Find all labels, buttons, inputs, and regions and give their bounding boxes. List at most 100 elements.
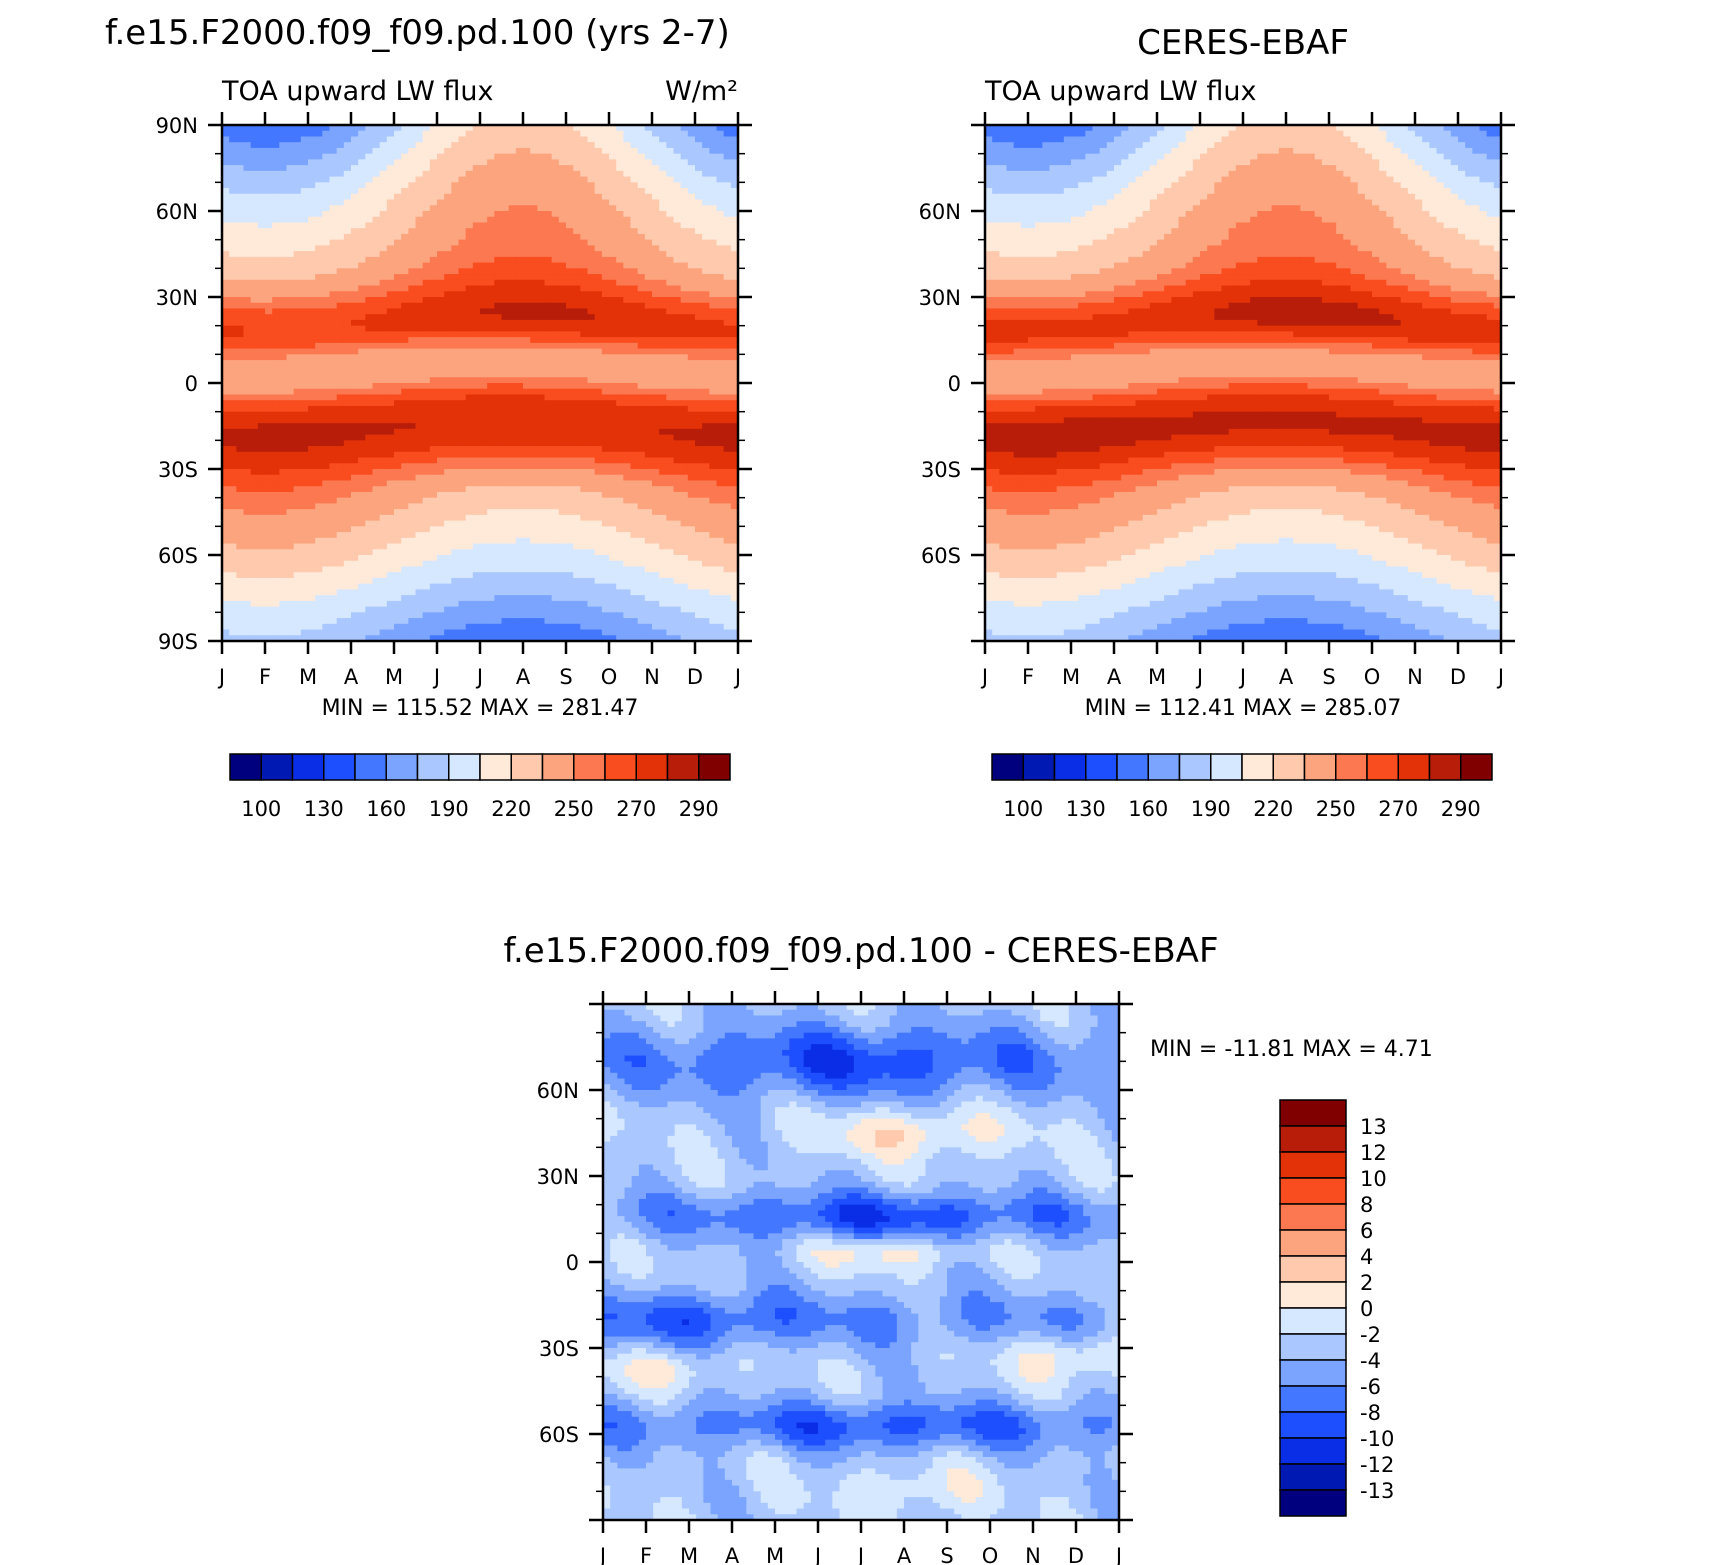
panel-model-cell bbox=[429, 136, 438, 143]
panel-model-cell bbox=[544, 480, 553, 487]
panel-model-cell bbox=[659, 165, 667, 172]
panel-model-cell bbox=[623, 262, 632, 269]
panel-model-cell bbox=[365, 216, 374, 224]
panel-model-cell bbox=[702, 153, 710, 160]
panel-model-cell bbox=[315, 222, 323, 229]
panel-model-cell bbox=[444, 365, 452, 373]
panel-model-cell bbox=[702, 291, 710, 298]
panel-model-cell bbox=[415, 165, 424, 172]
panel-model-cell bbox=[616, 469, 624, 476]
panel-model-cell bbox=[343, 216, 352, 224]
panel-model-cell bbox=[394, 371, 402, 378]
panel-model-cell bbox=[322, 480, 331, 487]
panel-model-cell bbox=[372, 291, 381, 298]
panel-model-cell bbox=[515, 182, 524, 189]
panel-model-cell bbox=[580, 405, 589, 413]
panel-model-cell bbox=[465, 509, 474, 516]
panel-model-cell bbox=[551, 182, 560, 189]
panel-model-cell bbox=[415, 405, 424, 413]
panel-model-cell bbox=[422, 451, 431, 459]
panel-model-cell bbox=[487, 297, 495, 304]
panel-model-cell bbox=[351, 514, 359, 522]
panel-model-cell bbox=[322, 451, 331, 459]
panel-model-cell bbox=[315, 457, 323, 464]
panel-model-cell bbox=[544, 291, 553, 298]
panel-model-cell bbox=[716, 285, 725, 292]
panel-model-cell bbox=[544, 159, 553, 166]
panel-model-cell bbox=[723, 153, 732, 160]
panel-model-cell bbox=[644, 509, 653, 516]
panel-model-cell bbox=[343, 388, 352, 396]
panel-model-cell bbox=[451, 136, 460, 143]
panel-model-cell bbox=[494, 130, 503, 138]
panel-model-cell bbox=[716, 411, 725, 418]
panel-model-cell bbox=[487, 222, 495, 229]
panel-model-cell bbox=[286, 371, 295, 378]
panel-model-cell bbox=[336, 239, 345, 246]
panel-model-cell bbox=[329, 291, 338, 298]
panel-model-cell bbox=[587, 469, 596, 476]
panel-model-cell bbox=[286, 514, 295, 522]
panel-model-cell bbox=[716, 314, 725, 321]
panel-model-cell bbox=[523, 434, 531, 441]
panel-model-cell bbox=[730, 222, 738, 229]
panel-model-cell bbox=[666, 474, 675, 482]
panel-model-cell bbox=[680, 428, 689, 436]
panel-model-cell bbox=[315, 377, 323, 384]
panel-model-cell bbox=[652, 497, 660, 504]
panel-model-cell bbox=[343, 199, 352, 206]
panel-model-cell bbox=[222, 388, 230, 396]
panel-model-cell bbox=[652, 256, 660, 264]
panel-model-cell bbox=[673, 274, 682, 281]
panel-model-cell bbox=[451, 457, 460, 464]
panel-model-cell bbox=[465, 125, 474, 132]
panel-model-cell bbox=[408, 491, 417, 499]
panel-model-cell bbox=[415, 302, 424, 310]
panel-model-cell bbox=[236, 411, 245, 418]
panel-model-cell bbox=[322, 400, 331, 407]
panel-model-cell bbox=[308, 279, 316, 287]
panel-model-cell bbox=[616, 239, 624, 246]
panel-model-cell bbox=[709, 480, 718, 487]
panel-model-cell bbox=[379, 497, 388, 504]
panel-model-cell bbox=[594, 491, 603, 499]
panel-model-cell bbox=[401, 193, 409, 201]
panel-model-cell bbox=[308, 216, 316, 224]
panel-model-cell bbox=[343, 308, 352, 315]
panel-model-cell bbox=[644, 428, 653, 436]
panel-model-cell bbox=[272, 136, 280, 143]
panel-model-cell bbox=[515, 354, 524, 361]
panel-model-cell bbox=[465, 457, 474, 464]
panel-model-cell bbox=[429, 337, 438, 344]
panel-model-cell bbox=[437, 302, 445, 310]
panel-model-cell bbox=[716, 440, 725, 447]
panel-model-cell bbox=[673, 125, 682, 132]
panel-model-cell bbox=[680, 297, 689, 304]
panel-model-cell bbox=[250, 216, 259, 224]
panel-model-cell bbox=[458, 319, 467, 327]
panel-model-cell bbox=[558, 497, 567, 504]
panel-model-cell bbox=[666, 228, 675, 235]
panel-model-cell bbox=[401, 130, 409, 138]
panel-model-cell bbox=[222, 383, 230, 390]
panel-model-cell bbox=[365, 446, 374, 453]
panel-model-cell bbox=[286, 136, 295, 143]
panel-model-cell bbox=[336, 428, 345, 436]
panel-model-cell bbox=[336, 520, 345, 527]
panel-model-cell bbox=[601, 159, 610, 166]
panel-model-cell bbox=[551, 268, 560, 275]
panel-model-cell bbox=[272, 365, 280, 373]
panel-model-cell bbox=[472, 211, 481, 218]
panel-model-cell bbox=[487, 337, 495, 344]
panel-model-cell bbox=[508, 440, 517, 447]
panel-model-cell bbox=[265, 125, 273, 132]
panel-model-cell bbox=[472, 251, 481, 258]
panel-model-cell bbox=[530, 319, 538, 327]
panel-model-cell bbox=[580, 245, 589, 252]
panel-model-cell bbox=[451, 319, 460, 327]
panel-model-cell bbox=[487, 388, 495, 396]
panel-model-cell bbox=[444, 256, 452, 264]
panel-model-cell bbox=[537, 314, 546, 321]
panel-model-cell bbox=[250, 388, 259, 396]
panel-model-cell bbox=[458, 302, 467, 310]
